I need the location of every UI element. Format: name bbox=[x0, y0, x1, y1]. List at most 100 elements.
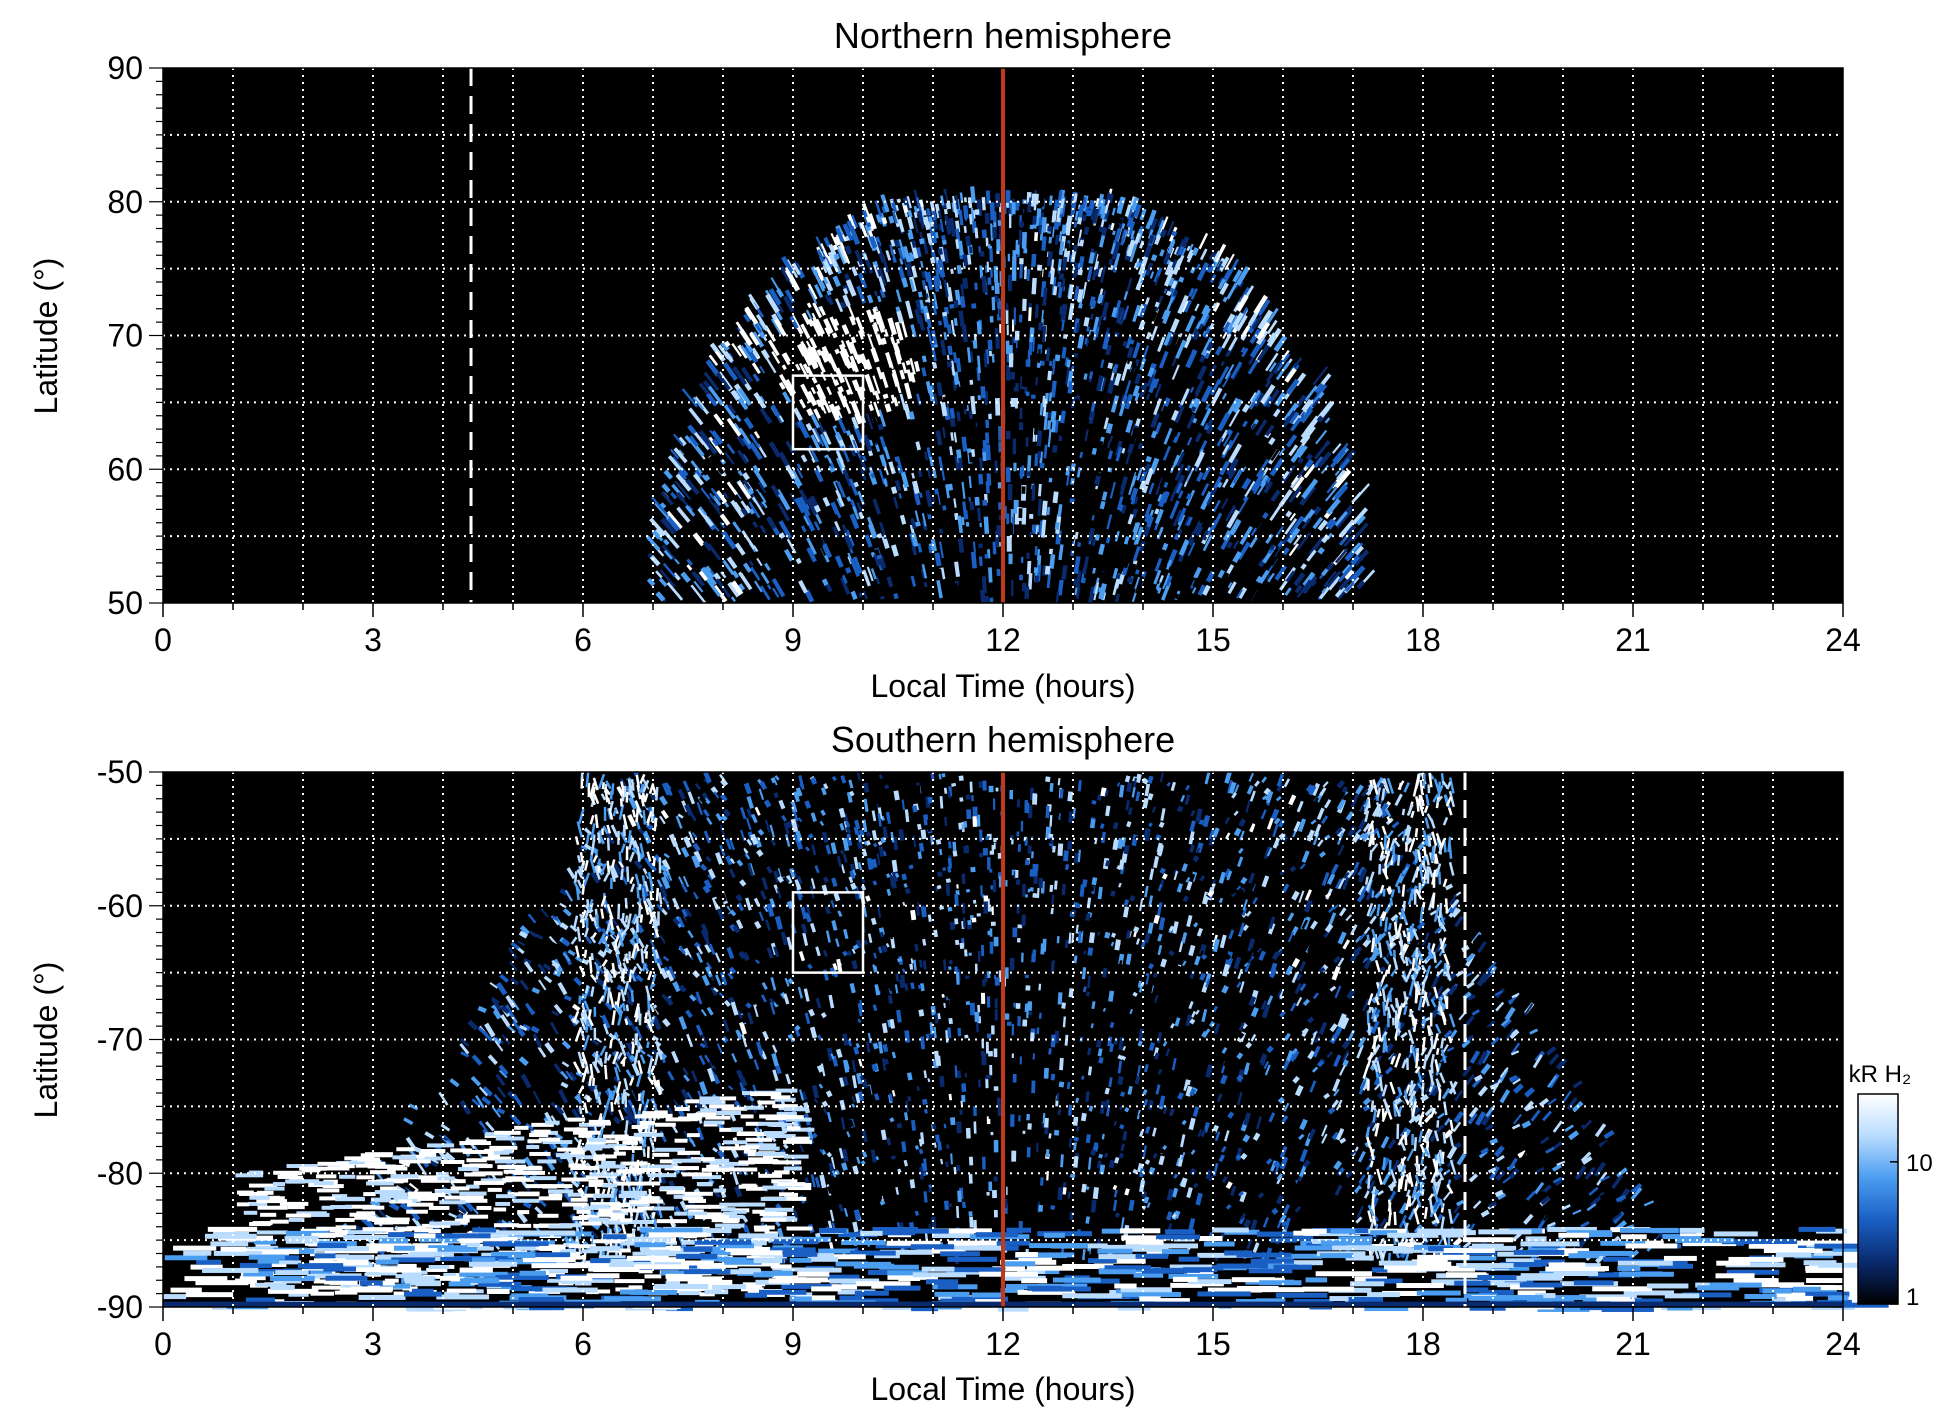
north-heatmap-streak bbox=[882, 393, 889, 400]
north-heatmap-streak bbox=[872, 498, 881, 515]
north-heatmap-streak bbox=[789, 315, 800, 330]
south-heatmap-streak bbox=[878, 774, 884, 780]
north-heatmap-streak bbox=[1135, 274, 1145, 291]
north-heatmap-streak bbox=[1343, 534, 1355, 547]
north-heatmap-streak bbox=[1088, 199, 1095, 210]
north-heatmap-streak bbox=[1073, 318, 1080, 333]
south-heatmap-streak bbox=[638, 1048, 646, 1055]
north-heatmap-streak bbox=[970, 351, 974, 362]
south-heatmap-streak bbox=[1180, 794, 1186, 803]
south-heatmap-streak bbox=[597, 1033, 607, 1046]
north-heatmap-streak bbox=[913, 211, 918, 219]
south-heatmap-streak bbox=[927, 949, 933, 960]
south-heatmap-streak bbox=[1240, 1022, 1248, 1030]
north-heatmap-streak bbox=[1224, 504, 1236, 522]
north-heatmap-streak bbox=[903, 499, 912, 519]
north-heatmap-streak bbox=[1033, 425, 1039, 435]
north-heatmap-streak bbox=[1053, 221, 1060, 230]
north-heatmap-streak bbox=[1135, 470, 1139, 477]
south-heatmap-streak bbox=[1243, 1062, 1251, 1076]
south-heatmap-streak bbox=[1379, 1217, 1388, 1228]
south-heatmap-streak bbox=[525, 1122, 534, 1131]
north-heatmap-streak bbox=[1134, 373, 1142, 385]
north-heatmap-streak bbox=[1115, 446, 1123, 462]
north-heatmap-streak bbox=[945, 484, 950, 499]
south-heatmap-streak bbox=[1156, 903, 1163, 917]
south-heatmap-streak bbox=[840, 864, 846, 874]
north-heatmap-streak bbox=[1314, 442, 1329, 460]
south-heatmap-streak bbox=[1302, 998, 1310, 1007]
north-heatmap-streak bbox=[993, 561, 997, 580]
north-heatmap-streak bbox=[673, 433, 684, 446]
south-heatmap-streak bbox=[746, 808, 754, 819]
south-heatmap-streak bbox=[475, 1046, 486, 1055]
south-heatmap-streak bbox=[1356, 959, 1364, 969]
south-heatmap-streak bbox=[1099, 1101, 1106, 1114]
north-heatmap-streak bbox=[1265, 424, 1275, 437]
north-heatmap-streak bbox=[829, 316, 839, 332]
north-heatmap-streak bbox=[983, 516, 990, 534]
north-heatmap-streak bbox=[752, 545, 759, 553]
south-heatmap-streak bbox=[1109, 1021, 1115, 1029]
north-heatmap-streak bbox=[1088, 331, 1094, 343]
south-heatmap-streak bbox=[1584, 1099, 1595, 1111]
north-heatmap-streak bbox=[720, 341, 730, 352]
south-heatmap-streak bbox=[731, 1053, 738, 1063]
north-heatmap-streak bbox=[979, 457, 984, 472]
north-heatmap-streak bbox=[1072, 398, 1079, 417]
south-heatmap-streak bbox=[1174, 1017, 1181, 1027]
south-heatmap-streak bbox=[1358, 932, 1367, 941]
north-heatmap-streak bbox=[1293, 572, 1306, 587]
north-heatmap-streak bbox=[1063, 196, 1067, 203]
south-heatmap-streak bbox=[881, 944, 888, 953]
south-heatmap-streak bbox=[583, 827, 593, 836]
south-heatmap-streak bbox=[881, 1022, 888, 1034]
north-heatmap-streak bbox=[1097, 268, 1103, 278]
south-heatmap-streak bbox=[1250, 1006, 1259, 1018]
north-heatmap-streak bbox=[866, 268, 872, 275]
north-heatmap-streak bbox=[815, 236, 824, 251]
north-heatmap-streak bbox=[690, 460, 703, 475]
south-heatmap-streak bbox=[1296, 800, 1304, 813]
south-heatmap-streak bbox=[836, 855, 842, 867]
south-heatmap-streak bbox=[1112, 821, 1119, 830]
north-heatmap-streak bbox=[844, 566, 852, 574]
south-heatmap-streak bbox=[1579, 1211, 1591, 1223]
north-heatmap-streak bbox=[955, 330, 960, 338]
south-heatmap-streak bbox=[517, 1211, 528, 1224]
north-heatmap-streak bbox=[1219, 282, 1229, 296]
south-heatmap-streak bbox=[948, 1017, 953, 1025]
north-heatmap-streak bbox=[974, 282, 978, 291]
south-heatmap-streak bbox=[762, 1051, 770, 1060]
north-heatmap-streak bbox=[746, 487, 754, 496]
south-heatmap-streak bbox=[1188, 873, 1196, 883]
south-heatmap-streak bbox=[1117, 1060, 1123, 1074]
north-heatmap-streak bbox=[1100, 359, 1105, 369]
north-heatmap-streak bbox=[897, 201, 907, 221]
south-heatmap-streak bbox=[841, 1076, 849, 1087]
north-heatmap-streak bbox=[1084, 429, 1089, 442]
north-heatmap-streak bbox=[1199, 307, 1211, 325]
south-heatmap-streak bbox=[1160, 808, 1166, 821]
south-heatmap-streak bbox=[1053, 807, 1059, 820]
south-heatmap-streak bbox=[947, 906, 953, 912]
north-heatmap-streak bbox=[1334, 484, 1349, 500]
north-heatmap-streak bbox=[942, 239, 947, 245]
north-heatmap-streak bbox=[966, 347, 972, 363]
north-heatmap-streak bbox=[942, 505, 947, 511]
north-heatmap-streak bbox=[1265, 533, 1274, 545]
south-heatmap-streak bbox=[957, 938, 962, 949]
south-heatmap-streak bbox=[1127, 807, 1133, 816]
south-heatmap-streak bbox=[1452, 1121, 1462, 1133]
north-heatmap-streak bbox=[1136, 467, 1143, 481]
north-heatmap-streak bbox=[985, 190, 991, 204]
north-heatmap-streak bbox=[921, 271, 926, 279]
south-heatmap-streak bbox=[1523, 1003, 1534, 1016]
north-heatmap-streak bbox=[845, 389, 852, 396]
north-heatmap-streak bbox=[1170, 280, 1178, 290]
north-heatmap-streak bbox=[1321, 588, 1327, 594]
north-heatmap-streak bbox=[877, 321, 885, 333]
south-heatmap-streak bbox=[783, 822, 790, 835]
south-heatmap-streak bbox=[1260, 809, 1267, 820]
